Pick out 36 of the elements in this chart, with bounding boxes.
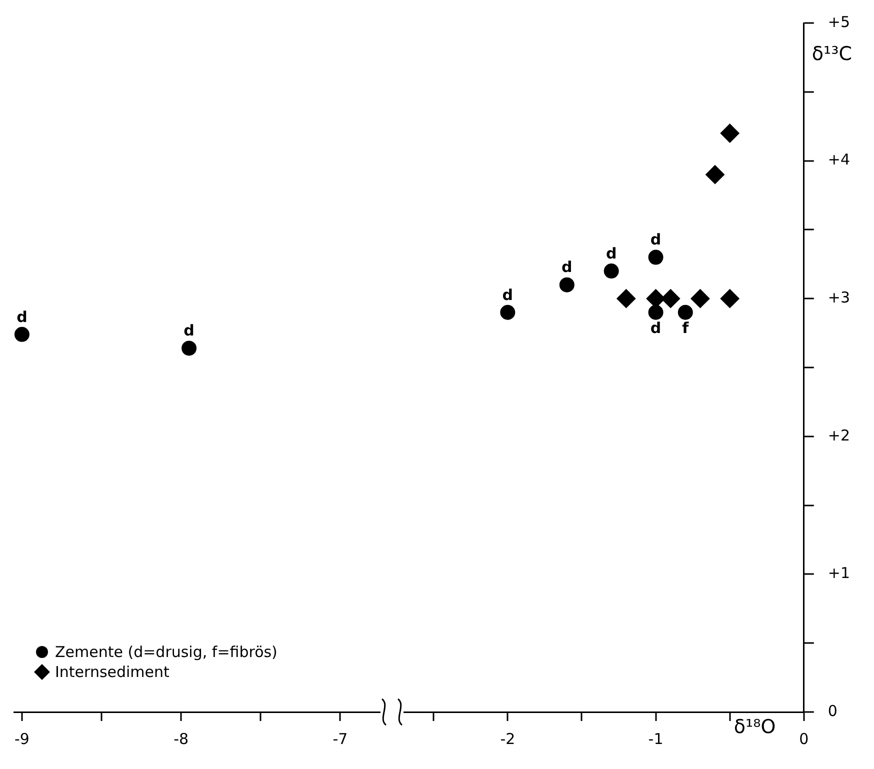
point <box>706 165 725 184</box>
legend-label: Internsediment <box>55 663 170 681</box>
data-label: d <box>16 308 28 326</box>
data-label: d <box>184 322 194 340</box>
x-axis-title: δ¹⁸O <box>734 716 776 738</box>
x-tick-label: -2 <box>500 730 516 748</box>
x-tick-label: -9 <box>14 730 30 748</box>
data-label: d <box>502 286 514 304</box>
point <box>648 250 664 265</box>
x-tick-label: 0 <box>799 730 809 748</box>
y-tick-label: +2 <box>828 426 850 444</box>
point <box>604 264 619 279</box>
data-label: d <box>650 318 662 337</box>
y-tick-label: +4 <box>828 150 850 169</box>
point <box>648 304 664 320</box>
x-tick-label: -1 <box>648 730 664 748</box>
data-label: d <box>562 258 572 276</box>
y-tick-label: +3 <box>828 288 850 306</box>
y-axis-title: δ¹³C <box>812 43 852 65</box>
data-label: d <box>650 230 662 249</box>
data-label: d <box>606 244 617 262</box>
point <box>720 289 740 308</box>
point <box>678 304 693 320</box>
x-tick-label: -8 <box>174 730 189 748</box>
point <box>690 289 710 308</box>
data-label: f <box>682 318 690 337</box>
point <box>720 124 740 143</box>
point <box>616 289 636 308</box>
y-tick-label: 0 <box>828 702 838 720</box>
y-tick-label: +1 <box>828 564 850 582</box>
point <box>559 277 574 292</box>
y-tick-label: +5 <box>828 12 850 31</box>
x-tick-label: -7 <box>332 730 348 748</box>
point <box>500 304 516 320</box>
point <box>661 289 680 308</box>
legend-label: Zemente (d=drusig, f=fibrös) <box>55 643 278 661</box>
